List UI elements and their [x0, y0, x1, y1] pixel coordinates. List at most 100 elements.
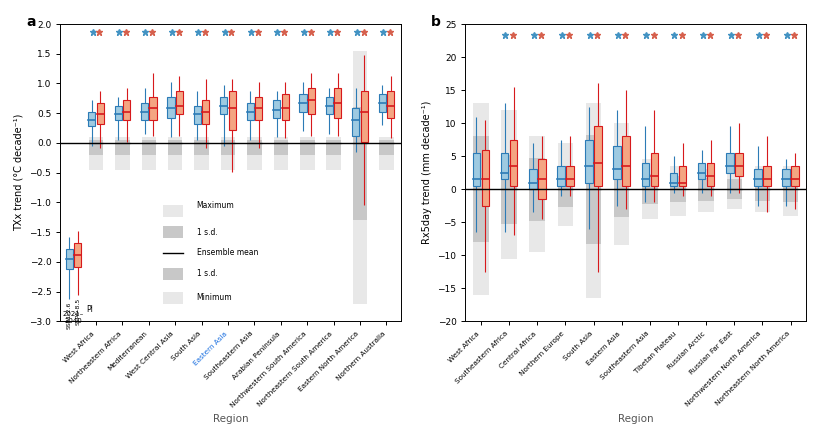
Bar: [247, 102, 254, 120]
Bar: [378, 140, 393, 155]
Bar: [557, 143, 572, 226]
Text: a: a: [26, 15, 36, 29]
Bar: [162, 226, 183, 238]
Bar: [622, 136, 629, 186]
Bar: [352, 109, 359, 136]
Bar: [613, 146, 620, 179]
Bar: [168, 140, 183, 155]
Bar: [678, 166, 686, 186]
Bar: [529, 158, 545, 221]
Bar: [162, 268, 183, 280]
Bar: [300, 140, 314, 155]
Bar: [537, 159, 545, 199]
Bar: [66, 249, 73, 269]
Bar: [360, 91, 368, 142]
Bar: [706, 163, 713, 186]
Text: 2021–
2040: 2021– 2040: [63, 311, 84, 324]
Bar: [613, 123, 629, 245]
Bar: [565, 166, 573, 186]
Bar: [352, 51, 367, 304]
Bar: [299, 94, 306, 112]
Bar: [472, 153, 480, 186]
Bar: [115, 140, 129, 155]
Bar: [762, 166, 770, 186]
Bar: [387, 91, 394, 118]
Bar: [481, 149, 489, 206]
Bar: [162, 292, 183, 304]
Bar: [556, 166, 564, 186]
Bar: [641, 159, 657, 219]
Bar: [352, 107, 367, 220]
Bar: [142, 140, 156, 155]
Bar: [220, 96, 227, 114]
Bar: [500, 110, 516, 258]
Bar: [669, 166, 685, 215]
Bar: [255, 96, 262, 120]
Bar: [669, 176, 685, 202]
Bar: [115, 106, 121, 120]
Bar: [594, 127, 601, 186]
Bar: [175, 91, 183, 114]
Bar: [640, 163, 649, 186]
Bar: [162, 205, 183, 217]
Bar: [247, 137, 261, 170]
Bar: [274, 137, 287, 170]
Text: Ensemble mean: Ensemble mean: [197, 248, 258, 258]
Bar: [509, 140, 517, 186]
Bar: [500, 153, 508, 179]
Bar: [88, 137, 103, 170]
Bar: [378, 94, 386, 112]
Bar: [649, 153, 658, 186]
Bar: [334, 88, 341, 118]
Bar: [281, 94, 288, 120]
Bar: [123, 100, 130, 120]
Bar: [168, 137, 183, 170]
Bar: [202, 100, 209, 124]
Bar: [725, 153, 733, 173]
Bar: [193, 106, 201, 124]
Bar: [220, 140, 235, 155]
Text: Maximum: Maximum: [197, 201, 234, 210]
Text: PI: PI: [86, 305, 93, 314]
Bar: [529, 136, 545, 252]
Bar: [753, 170, 761, 186]
Bar: [326, 140, 341, 155]
Bar: [149, 96, 156, 120]
Bar: [220, 137, 235, 170]
Bar: [473, 103, 488, 295]
Bar: [194, 140, 209, 155]
Bar: [528, 170, 536, 189]
Bar: [557, 171, 572, 208]
Text: b: b: [431, 15, 441, 29]
Bar: [88, 112, 95, 126]
X-axis label: Region: Region: [618, 413, 653, 424]
Bar: [325, 96, 333, 114]
Bar: [142, 137, 156, 170]
Bar: [326, 137, 341, 170]
Y-axis label: Rx5day trend (mm decade⁻¹): Rx5day trend (mm decade⁻¹): [421, 101, 432, 244]
Bar: [782, 166, 798, 215]
Bar: [641, 174, 657, 204]
Text: SSP5-8.5: SSP5-8.5: [75, 297, 80, 325]
Bar: [115, 137, 129, 170]
Bar: [585, 103, 600, 298]
Bar: [669, 173, 676, 186]
Bar: [141, 102, 148, 120]
Bar: [88, 140, 103, 155]
Bar: [790, 166, 798, 186]
Bar: [726, 173, 741, 209]
Bar: [378, 137, 393, 170]
Bar: [167, 96, 174, 118]
Bar: [726, 179, 741, 199]
Bar: [500, 155, 516, 224]
Bar: [473, 136, 488, 242]
Bar: [613, 161, 629, 217]
Bar: [781, 170, 789, 186]
Bar: [308, 88, 314, 114]
Bar: [75, 243, 81, 267]
Bar: [782, 176, 798, 202]
Bar: [273, 100, 280, 118]
Bar: [247, 140, 261, 155]
Text: 1 s.d.: 1 s.d.: [197, 269, 217, 278]
Bar: [698, 178, 713, 201]
